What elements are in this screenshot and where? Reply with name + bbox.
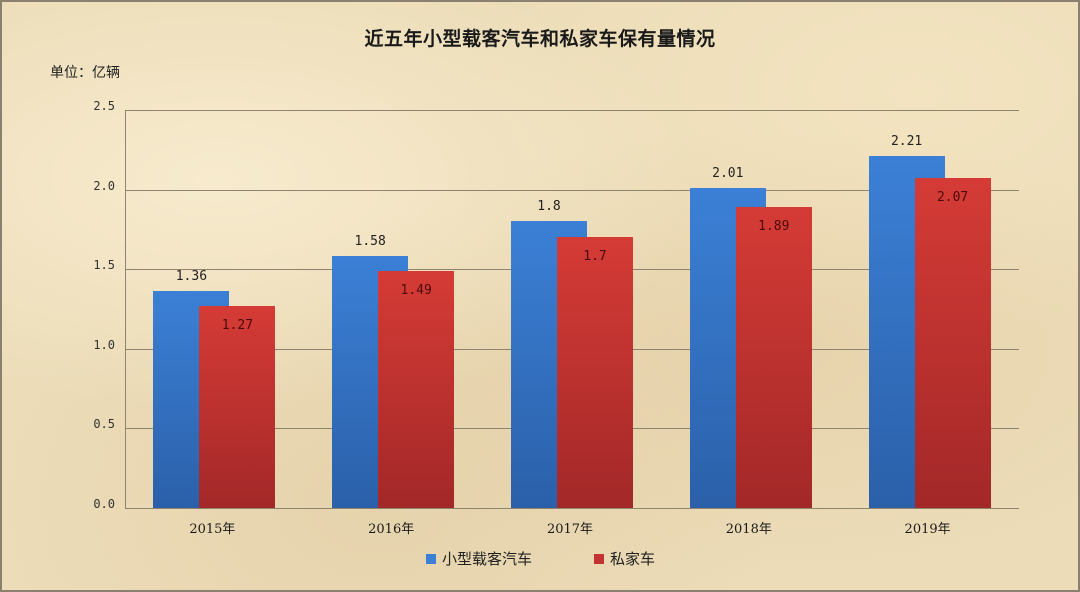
value-label-private-car: 1.49 [400,282,432,298]
y-axis-line [125,110,126,508]
y-tick-label: 2.0 [93,178,115,193]
bar-private-car-2015年 [199,305,276,508]
value-label-small-passenger-car: 1.58 [354,234,386,250]
legend-item-small-passenger-car: 小型载客汽车 [426,548,532,569]
chart-title: 近五年小型载客汽车和私家车保有量情况 [364,28,716,50]
bar-private-car-2017年 [557,237,633,508]
value-label-small-passenger-car: 1.8 [537,199,561,215]
value-label-small-passenger-car: 2.21 [890,134,923,150]
y-tick-label: 1.5 [93,258,115,273]
y-tick-label: 0.0 [93,497,115,511]
x-tick-label: 2019年 [904,522,951,537]
value-label-private-car: 1.27 [221,317,254,333]
value-label-small-passenger-car: 1.36 [175,269,208,285]
y-tick-label: 1.0 [93,337,115,352]
value-label-private-car: 1.7 [583,249,607,265]
x-tick-label: 2016年 [368,522,415,537]
gridline [125,110,1019,111]
bar-private-car-2019年 [914,178,991,508]
legend-label: 私家车 [610,550,656,568]
gridline [125,508,1019,509]
legend-label: 小型载客汽车 [442,550,533,568]
legend: 小型载客汽车 私家车 [426,548,717,569]
unit-label: 单位：亿辆 [50,65,120,81]
value-label-private-car: 2.07 [936,190,969,206]
legend-swatch-red [594,553,605,564]
gridline [125,190,1019,191]
bar-private-car-2016年 [378,270,455,508]
x-tick-label: 2018年 [725,522,772,537]
x-tick-label: 2017年 [546,522,594,537]
legend-swatch-blue [426,553,436,564]
legend-item-private-car: 私家车 [594,548,655,569]
y-tick-label: 0.5 [93,417,115,432]
value-label-private-car: 1.89 [758,219,790,235]
plot-area: 1.36 1.27 1.58 1.49 1.8 1.7 2.01 1.89 2.21 2.07 [125,110,1019,509]
bar-private-car-2018年 [735,207,812,508]
x-tick-label: 2015年 [189,522,236,537]
value-label-small-passenger-car: 2.01 [712,166,744,181]
y-tick-label: 2.5 [93,99,115,113]
